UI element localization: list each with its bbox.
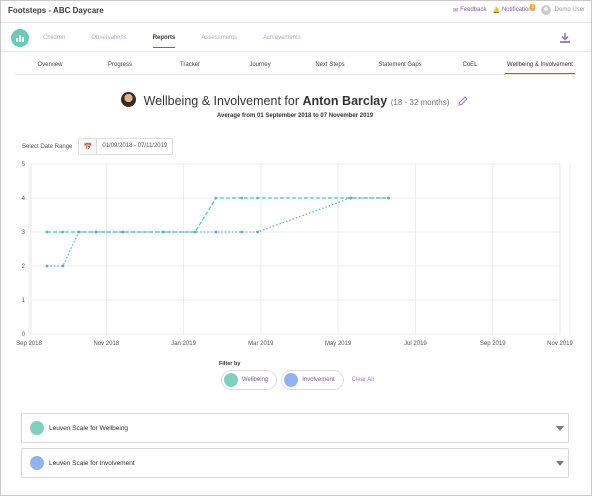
nav-item-reports[interactable]: Reports — [152, 24, 187, 51]
involvement-data-point — [94, 230, 98, 234]
tab-wellbeing-involvement[interactable]: Wellbeing & Involvement — [505, 55, 575, 74]
notifications-badge: 1 — [530, 3, 536, 10]
page-title: Wellbeing & Involvement for Anton Barcla… — [15, 92, 575, 108]
average-range-subtitle: Average from 01 September 2018 to 07 Nov… — [216, 113, 374, 119]
main-nav: Children Observations Reports Assessment… — [1, 24, 591, 52]
notifications-link[interactable]: 🔔 Notifications 1 — [492, 3, 536, 14]
wellbeing-data-point — [61, 230, 65, 234]
date-range-value[interactable]: 01/09/2018 - 07/11/2019 — [102, 143, 168, 149]
child-name: Anton Barclay — [302, 94, 388, 108]
x-tick-label: Jan 2019 — [171, 341, 196, 347]
involvement-data-point — [349, 196, 353, 200]
x-tick-label: Sep 2019 — [480, 341, 506, 347]
wellbeing-involvement-chart: 0 1 2 3 4 5 Sep 2018 Nov 2018 Jan 2019 Mar 2019 Ma… — [16, 162, 573, 347]
involvement-data-point — [387, 196, 390, 200]
wellbeing-filter-label: Wellbeing — [242, 377, 269, 383]
plot-area — [30, 163, 561, 335]
nav-item-assessments[interactable]: Assessments — [201, 34, 238, 41]
feedback-label: Feedback — [460, 7, 487, 13]
involvement-color-dot — [284, 373, 299, 387]
x-tick-label: Mar 2019 — [248, 341, 274, 347]
involvement-color-dot — [30, 456, 44, 470]
user-menu[interactable]: Demo User — [540, 5, 585, 15]
child-age-range: (18 - 32 months) — [390, 98, 450, 107]
y-tick-label: 3 — [22, 230, 26, 236]
y-tick-label: 5 — [22, 162, 26, 168]
y-tick-label: 2 — [22, 264, 26, 270]
date-range-label: Select Date Range — [22, 143, 73, 150]
download-icon[interactable] — [559, 31, 571, 43]
report-panel: Wellbeing & Involvement for Anton Barcla… — [15, 76, 575, 396]
x-tick-label: Jul 2019 — [404, 341, 427, 347]
top-bar: Footsteps - ABC Daycare ✉ Feedback 🔔 Not… — [1, 1, 591, 23]
wellbeing-scale-accordion[interactable]: Leuven Scale for Wellbeing — [21, 413, 569, 443]
filter-chips: Wellbeing Involvement Clear All — [221, 370, 374, 390]
wellbeing-data-point — [256, 196, 259, 200]
tab-tracker[interactable]: Tracker — [179, 62, 201, 68]
y-tick-label: 4 — [22, 196, 26, 202]
child-avatar — [121, 92, 137, 107]
top-right-links: ✉ Feedback 🔔 Notifications 1 Demo User — [453, 3, 585, 15]
chevron-down-icon[interactable] — [556, 426, 564, 431]
date-range-picker: Select Date Range 📅 01/09/2018 - 07/11/2… — [22, 138, 174, 155]
wellbeing-series-line — [46, 197, 389, 233]
nav-items: Children Observations Reports Assessment… — [43, 24, 327, 51]
wellbeing-color-dot — [224, 373, 238, 387]
involvement-scale-accordion[interactable]: Leuven Scale for Involvement — [21, 448, 569, 478]
user-name: Demo User — [554, 7, 585, 13]
involvement-data-point — [214, 230, 218, 234]
app-title: Footsteps - ABC Daycare — [8, 6, 104, 15]
user-avatar-icon — [540, 5, 551, 15]
tab-statement-gaps[interactable]: Statement Gaps — [378, 62, 422, 68]
tab-overview[interactable]: Overview — [37, 62, 63, 68]
x-tick-label: Sep 2018 — [16, 341, 42, 347]
report-tabs: Overview Progress Tracker Journey Next S… — [15, 55, 575, 75]
clear-all-link[interactable]: Clear All — [351, 377, 374, 383]
wellbeing-data-point — [214, 196, 218, 200]
involvement-data-point — [61, 264, 65, 268]
chevron-down-icon[interactable] — [556, 461, 564, 466]
involvement-data-point — [45, 264, 49, 268]
involvement-data-point — [121, 230, 125, 234]
date-range-field[interactable]: 📅 01/09/2018 - 07/11/2019 — [78, 138, 174, 155]
nav-item-children[interactable]: Children — [43, 34, 66, 41]
tab-journey[interactable]: Journey — [249, 62, 271, 68]
tab-coel[interactable]: CoEL — [462, 62, 478, 68]
x-tick-label: May 2019 — [325, 341, 352, 347]
nav-item-observations[interactable]: Observations — [91, 34, 127, 41]
y-tick-label: 1 — [22, 298, 26, 304]
y-tick-label: 0 — [22, 332, 26, 338]
x-tick-label: Nov 2018 — [93, 341, 119, 347]
app-logo-icon[interactable] — [11, 29, 29, 47]
wellbeing-scale-label: Leuven Scale for Wellbeing — [49, 424, 129, 432]
involvement-scale-label: Leuven Scale for Involvement — [49, 459, 135, 467]
pencil-icon[interactable] — [457, 95, 469, 107]
involvement-data-point — [77, 230, 81, 234]
nav-item-achievements[interactable]: Achievements — [263, 34, 301, 41]
involvement-filter-label: Involvement — [302, 377, 335, 383]
involvement-filter-chip[interactable]: Involvement — [281, 370, 344, 390]
wellbeing-data-point — [45, 230, 49, 234]
involvement-series-line — [46, 197, 389, 267]
chat-icon: ✉ — [453, 7, 459, 14]
involvement-data-point — [193, 230, 197, 234]
wellbeing-filter-chip[interactable]: Wellbeing — [221, 370, 278, 390]
involvement-data-point — [161, 230, 165, 234]
tab-progress[interactable]: Progress — [107, 62, 132, 68]
wellbeing-data-point — [240, 196, 244, 200]
filter-label: Filter by — [219, 361, 241, 367]
wellbeing-color-dot — [30, 421, 44, 435]
x-tick-label: Nov 2019 — [547, 341, 573, 347]
involvement-data-point — [240, 230, 244, 234]
involvement-data-point — [256, 230, 259, 234]
title-prefix: Wellbeing & Involvement for — [143, 94, 299, 108]
calendar-icon[interactable]: 📅 — [79, 139, 98, 154]
notifications-label: Notifications — [501, 7, 535, 13]
bell-icon: 🔔 — [492, 7, 500, 14]
feedback-link[interactable]: ✉ Feedback — [453, 7, 486, 14]
tab-next-steps[interactable]: Next Steps — [315, 62, 345, 68]
